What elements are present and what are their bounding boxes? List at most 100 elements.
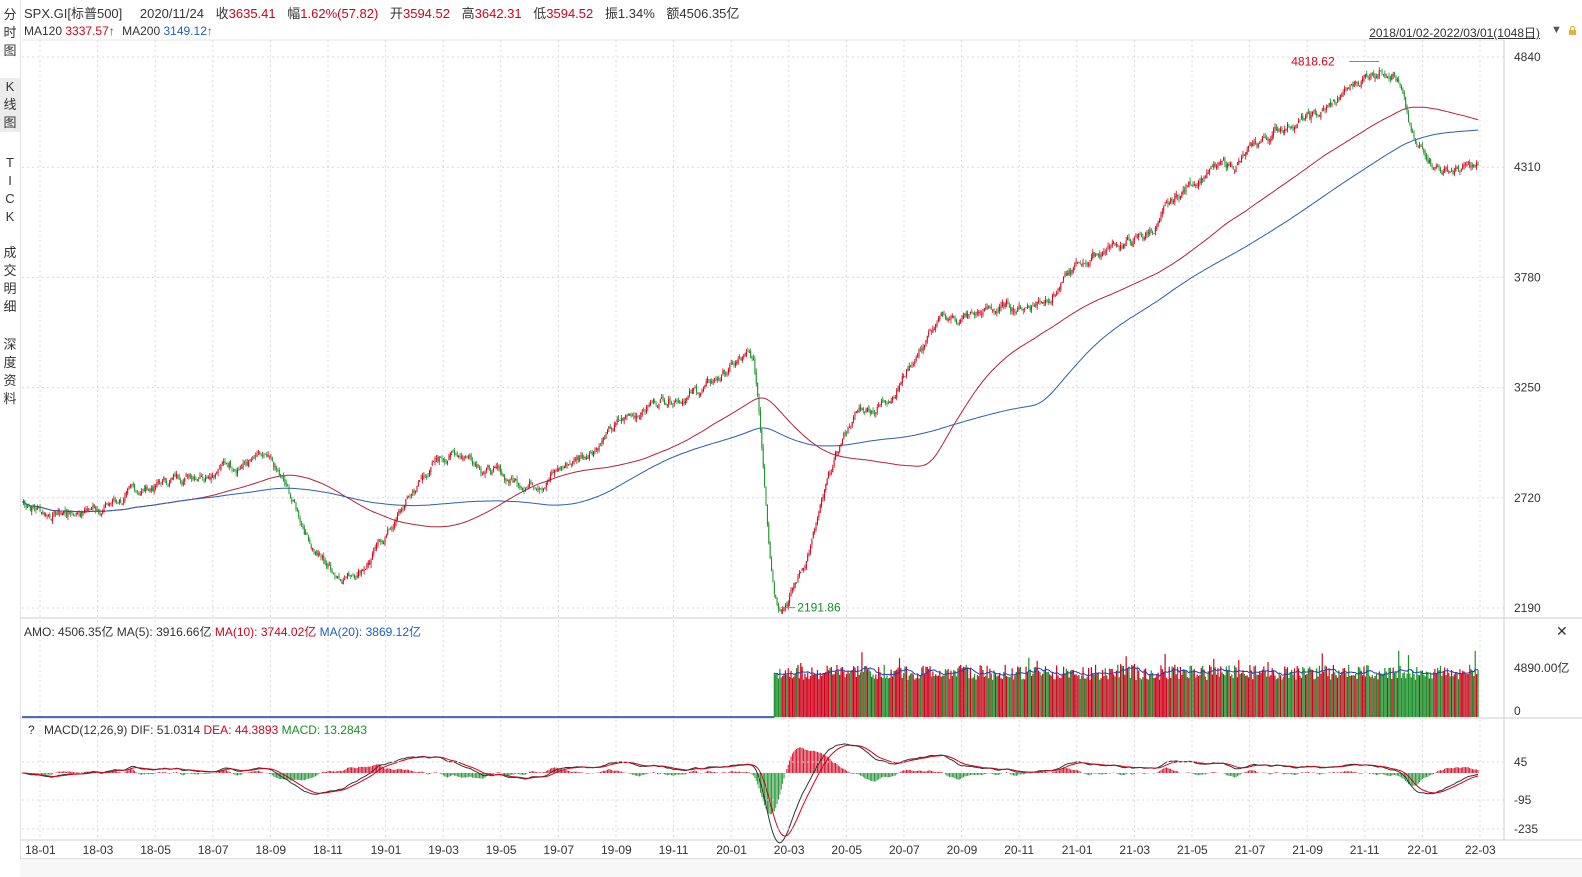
candle-body (544, 487, 546, 489)
volume-bar (1229, 676, 1232, 717)
candle-body (320, 555, 322, 558)
volume-bar (1121, 665, 1123, 717)
help-icon[interactable]: ? (28, 723, 35, 737)
candle-body (812, 531, 814, 538)
candle-body (88, 509, 90, 511)
volume-bar (869, 671, 871, 717)
candle-body (997, 310, 999, 312)
volume-bar (1186, 676, 1188, 717)
candle-body (39, 506, 41, 512)
candle-body (641, 410, 643, 415)
candle-body (1143, 237, 1145, 240)
volume-bar (1311, 669, 1314, 717)
candle-body (84, 509, 86, 513)
candle-body (373, 548, 375, 554)
volume-bar (1360, 670, 1362, 717)
candle-body (1334, 100, 1336, 103)
tab-trade-details[interactable]: 成交明细 (3, 245, 17, 314)
close-icon[interactable]: ✕ (1556, 623, 1568, 639)
lock-icon[interactable] (1568, 26, 1577, 35)
candle-body (1291, 125, 1293, 129)
candle-body (295, 502, 297, 510)
volume-bar (954, 670, 956, 717)
tab-intraday[interactable]: 分时图 (3, 7, 17, 58)
candle-body (868, 406, 870, 412)
candle-body (1232, 166, 1234, 170)
candle-body (188, 475, 190, 477)
candle-body (872, 410, 874, 414)
time-axis-label: 18-03 (83, 843, 114, 857)
volume-bar (859, 672, 862, 717)
volume-bar (1417, 674, 1419, 717)
candle-body (301, 522, 303, 525)
candle-body (896, 389, 898, 398)
candle-body (1473, 164, 1475, 167)
candle-body (337, 576, 339, 579)
time-axis-label: 19-03 (428, 843, 459, 857)
time-axis-label: 21-11 (1350, 843, 1380, 857)
volume-bar (1341, 671, 1343, 717)
candle-body (63, 511, 65, 514)
volume-bar (1040, 675, 1042, 717)
candle-body (499, 465, 501, 473)
vol-ma20-label: MA(20): (319, 625, 363, 639)
candle-body (256, 453, 258, 457)
volume-bar (919, 675, 921, 717)
candle-body (534, 487, 536, 489)
tab-depth-data[interactable]: 深度资料 (3, 337, 17, 406)
candle-body (269, 455, 271, 457)
candle-body (894, 397, 896, 399)
candle-body (1056, 292, 1058, 295)
volume-bar (1473, 675, 1475, 717)
candle-body (615, 422, 617, 426)
volume-bar (884, 678, 887, 717)
volume-bar (1218, 676, 1220, 717)
dropdown-arrow-icon[interactable]: ▼ (1551, 24, 1562, 36)
candle-body (837, 451, 839, 453)
candle-body (779, 609, 781, 611)
volume-bar (925, 666, 927, 717)
candle-body (1161, 211, 1163, 215)
candle-body (196, 479, 198, 481)
candle-body (1045, 299, 1047, 303)
change-label: 幅 (287, 6, 301, 21)
candle-body (316, 550, 318, 556)
candle-body (323, 555, 325, 562)
volume-bar (923, 673, 926, 717)
candle-body (932, 328, 934, 333)
volume-bar (1361, 675, 1364, 717)
date-range-selector[interactable]: 2018/01/02-2022/03/01(1048日) (1369, 26, 1540, 40)
candle-body (207, 477, 209, 479)
candle-body (886, 402, 888, 404)
candle-body (606, 430, 608, 434)
candle-body (280, 474, 282, 476)
candle-body (1168, 203, 1170, 205)
candle-body (1367, 77, 1369, 79)
volume-bar (1356, 678, 1358, 717)
candle-body (805, 561, 807, 569)
candle-body (431, 462, 433, 466)
candle-body (858, 407, 860, 410)
candle-body (1260, 141, 1262, 143)
candle-body (864, 411, 866, 413)
candle-body (936, 322, 938, 326)
candle-body (773, 582, 775, 595)
candle-body (893, 397, 895, 399)
candle-body (850, 427, 852, 429)
candle-body (561, 467, 563, 469)
candle-body (312, 548, 314, 550)
candle-body (622, 418, 624, 421)
candle-body (127, 488, 129, 494)
candle-body (1175, 193, 1177, 198)
candle-body (34, 506, 36, 508)
candle-body (299, 518, 301, 523)
symbol-name: SPX.GI[标普500] (24, 6, 123, 21)
volume-bar (1042, 673, 1044, 717)
candle-body (979, 311, 981, 313)
volume-bar (985, 675, 987, 717)
volume-bar (1392, 667, 1394, 717)
bottom-scrollbar[interactable] (20, 858, 1582, 877)
